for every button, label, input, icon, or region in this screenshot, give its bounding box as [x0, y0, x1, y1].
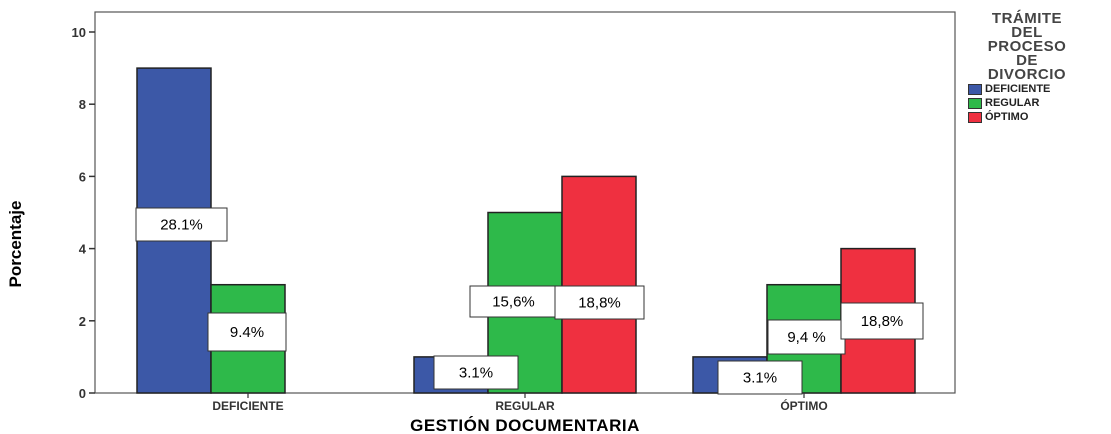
data-label: 18,8%	[861, 313, 904, 330]
legend-swatch	[968, 97, 982, 109]
data-label-box	[433, 355, 519, 390]
legend-title: TRÁMITE DEL PROCESO DE DIVORCIO	[962, 10, 1092, 83]
y-tick-label: 10	[72, 25, 86, 40]
legend-swatch	[968, 111, 982, 123]
x-axis-label: GESTIÓN DOCUMENTARIA	[410, 416, 640, 434]
legend-title-line: DEL	[1011, 24, 1043, 41]
data-label: 28.1%	[160, 217, 203, 234]
legend-item-regular: REGULAR	[968, 96, 1107, 110]
data-label: 3.1%	[743, 370, 777, 387]
data-label: 9,4 %	[787, 329, 825, 346]
x-tick-label: ÓPTIMO	[780, 398, 827, 413]
data-label-box	[135, 207, 228, 242]
legend-label: DEFICIENTE	[985, 83, 1051, 95]
y-tick-label: 0	[79, 386, 86, 401]
legend-title-line: PROCESO	[987, 38, 1067, 55]
data-label-box	[207, 312, 287, 352]
data-label-box	[554, 285, 645, 320]
y-axis-label: Porcentaje	[6, 200, 25, 288]
y-tick-label: 2	[79, 314, 86, 329]
data-label: 9.4%	[230, 324, 264, 341]
data-label: 15,6%	[492, 294, 535, 311]
legend-title-line: TRÁMITE	[991, 10, 1063, 27]
data-label: 18,8%	[578, 295, 621, 312]
data-label-box	[717, 360, 803, 395]
legend-item-optimo: ÓPTIMO	[968, 110, 1107, 124]
legend-label: REGULAR	[985, 97, 1040, 109]
data-label-box	[767, 319, 846, 355]
legend-item-deficiente: DEFICIENTE	[968, 82, 1107, 96]
y-tick-label: 8	[79, 97, 86, 112]
legend-swatch	[968, 83, 982, 95]
y-tick-label: 4	[79, 242, 87, 257]
data-label-box	[840, 302, 924, 340]
legend-title-line: DIVORCIO	[987, 66, 1067, 83]
y-tick-label: 6	[79, 169, 86, 184]
data-label-box	[469, 285, 558, 318]
x-tick-label: REGULAR	[495, 399, 555, 413]
legend-title-line: DE	[1016, 52, 1038, 69]
x-tick-label: DEFICIENTE	[212, 399, 283, 413]
legend: TRÁMITE DEL PROCESO DE DIVORCIO DEFICIEN…	[962, 10, 1107, 124]
data-label: 3.1%	[459, 365, 493, 382]
legend-label: ÓPTIMO	[985, 111, 1029, 123]
bar	[561, 175, 637, 394]
